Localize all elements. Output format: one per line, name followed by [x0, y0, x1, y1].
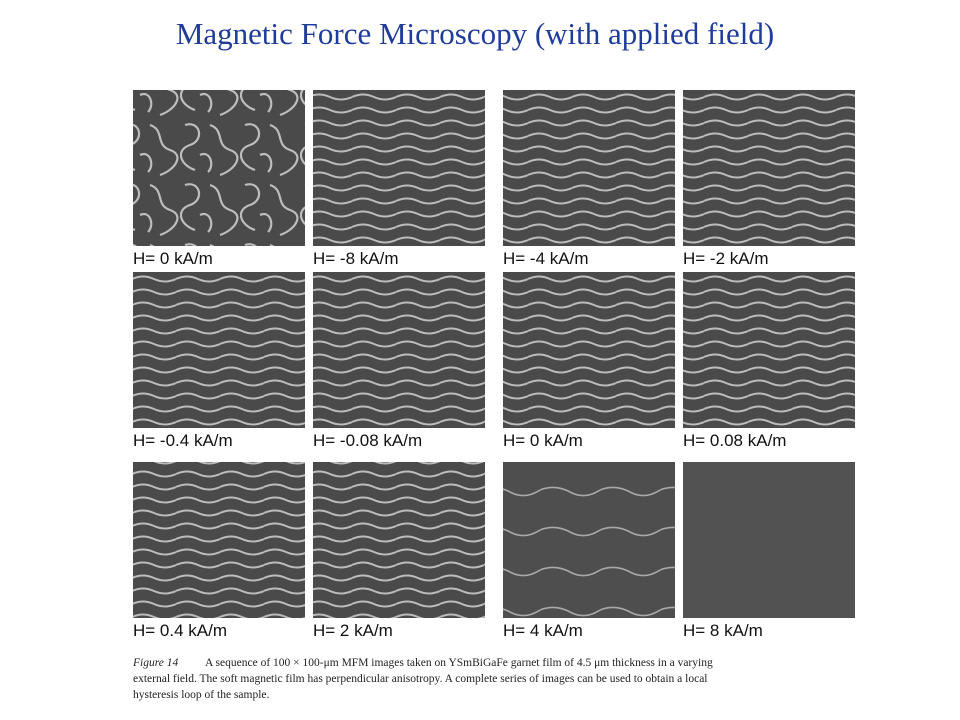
mfm-image [313, 90, 485, 246]
mfm-image [683, 272, 855, 428]
slide-title: Magnetic Force Microscopy (with applied … [176, 16, 774, 51]
caption-line: A sequence of 100 × 100-μm MFM images ta… [205, 657, 713, 669]
mfm-image [683, 462, 855, 618]
panel-label: H= 0.08 kA/m [683, 431, 786, 450]
panel-label: H= -4 kA/m [503, 249, 589, 268]
mfm-image [133, 90, 305, 246]
mfm-image [503, 272, 675, 428]
caption-line: hysteresis loop of the sample. [133, 689, 270, 701]
panel-label: H= -0.4 kA/m [133, 431, 233, 450]
mfm-image [313, 462, 485, 618]
panel-label: H= 4 kA/m [503, 621, 583, 640]
mfm-image [133, 272, 305, 428]
panel-label: H= 0 kA/m [133, 249, 213, 268]
mfm-image [503, 90, 675, 246]
caption-line: external field. The soft magnetic film h… [133, 673, 708, 685]
panel-label: H= -2 kA/m [683, 249, 769, 268]
mfm-image [133, 462, 305, 618]
panel-label: H= -0.08 kA/m [313, 431, 422, 450]
figure-panels: H= 0 kA/m H= -8 kA/m H= -4 kA/m H= -2 kA/m H… [133, 90, 855, 640]
mfm-image [313, 272, 485, 428]
panel-label: H= 2 kA/m [313, 621, 393, 640]
panel-label: H= -8 kA/m [313, 249, 399, 268]
mfm-image [683, 90, 855, 246]
mfm-image [503, 462, 675, 618]
panel-label: H= 0.4 kA/m [133, 621, 227, 640]
caption-label: Figure 14 [132, 657, 178, 669]
panel-label: H= 8 kA/m [683, 621, 763, 640]
caption: Figure 14 A sequence of 100 × 100-μm MFM… [132, 657, 713, 701]
panel-label: H= 0 kA/m [503, 431, 583, 450]
